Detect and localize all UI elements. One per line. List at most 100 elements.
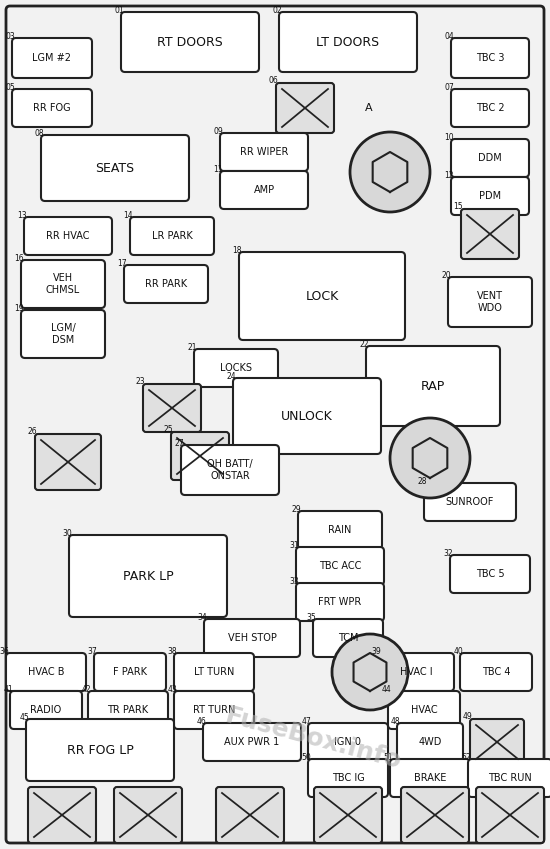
Text: RR FOG LP: RR FOG LP xyxy=(67,744,133,756)
FancyBboxPatch shape xyxy=(451,139,529,177)
FancyBboxPatch shape xyxy=(308,759,388,797)
FancyBboxPatch shape xyxy=(124,265,208,303)
Text: 31: 31 xyxy=(289,541,299,550)
FancyBboxPatch shape xyxy=(143,384,201,432)
Text: FuseBox.info: FuseBox.info xyxy=(223,704,404,773)
FancyBboxPatch shape xyxy=(298,511,382,549)
FancyBboxPatch shape xyxy=(314,787,382,843)
Text: 32: 32 xyxy=(443,549,453,558)
FancyBboxPatch shape xyxy=(204,619,300,657)
Text: 42: 42 xyxy=(81,685,91,694)
FancyBboxPatch shape xyxy=(171,432,229,480)
Text: 16: 16 xyxy=(14,254,24,263)
FancyBboxPatch shape xyxy=(470,719,524,765)
Text: 18: 18 xyxy=(233,246,242,255)
Text: TBC ACC: TBC ACC xyxy=(319,561,361,571)
FancyBboxPatch shape xyxy=(366,346,500,426)
FancyBboxPatch shape xyxy=(35,434,101,490)
Text: 38: 38 xyxy=(167,647,177,656)
Text: 26: 26 xyxy=(28,427,37,436)
Circle shape xyxy=(350,132,430,212)
Text: 05: 05 xyxy=(6,83,15,92)
Text: 45: 45 xyxy=(19,713,29,722)
FancyBboxPatch shape xyxy=(12,38,92,78)
Circle shape xyxy=(332,634,408,710)
Text: LT DOORS: LT DOORS xyxy=(316,36,380,48)
Text: 29: 29 xyxy=(292,505,301,514)
Text: AMP: AMP xyxy=(254,185,274,195)
FancyBboxPatch shape xyxy=(220,133,308,171)
FancyBboxPatch shape xyxy=(450,555,530,593)
FancyBboxPatch shape xyxy=(28,787,96,843)
Text: HVAC I: HVAC I xyxy=(400,667,432,677)
Text: 15: 15 xyxy=(453,202,463,211)
Text: AUX PWR 1: AUX PWR 1 xyxy=(224,737,279,747)
Text: HVAC B: HVAC B xyxy=(28,667,64,677)
FancyBboxPatch shape xyxy=(12,89,92,127)
FancyBboxPatch shape xyxy=(24,217,112,255)
FancyBboxPatch shape xyxy=(451,177,529,215)
Text: 20: 20 xyxy=(441,271,451,280)
FancyBboxPatch shape xyxy=(26,719,174,781)
Text: BRAKE: BRAKE xyxy=(414,773,446,783)
Text: TBC IG: TBC IG xyxy=(332,773,364,783)
FancyBboxPatch shape xyxy=(233,378,381,454)
FancyBboxPatch shape xyxy=(388,691,460,729)
Text: 11: 11 xyxy=(213,165,223,174)
FancyBboxPatch shape xyxy=(6,6,544,843)
Text: TBC 3: TBC 3 xyxy=(476,53,504,63)
FancyBboxPatch shape xyxy=(114,787,182,843)
Text: VEH STOP: VEH STOP xyxy=(228,633,277,643)
FancyBboxPatch shape xyxy=(451,89,529,127)
FancyBboxPatch shape xyxy=(10,691,82,729)
Text: 24: 24 xyxy=(227,372,236,381)
Text: 22: 22 xyxy=(360,340,369,349)
FancyBboxPatch shape xyxy=(6,653,86,691)
Text: 34: 34 xyxy=(197,613,207,622)
Text: FRT WPR: FRT WPR xyxy=(318,597,362,607)
Text: TBC 4: TBC 4 xyxy=(482,667,510,677)
Text: LT TURN: LT TURN xyxy=(194,667,234,677)
Text: 06: 06 xyxy=(268,76,278,85)
Text: LGM #2: LGM #2 xyxy=(32,53,72,63)
FancyBboxPatch shape xyxy=(41,135,189,201)
FancyBboxPatch shape xyxy=(378,653,454,691)
FancyBboxPatch shape xyxy=(194,349,278,387)
Text: 03: 03 xyxy=(6,32,15,41)
Text: 52: 52 xyxy=(461,753,471,762)
FancyBboxPatch shape xyxy=(476,787,544,843)
Text: A: A xyxy=(365,103,373,113)
FancyBboxPatch shape xyxy=(94,653,166,691)
Text: 33: 33 xyxy=(289,577,299,586)
Text: 08: 08 xyxy=(34,129,44,138)
Text: 48: 48 xyxy=(390,717,400,726)
Text: 25: 25 xyxy=(163,425,173,434)
Text: VENT
WDO: VENT WDO xyxy=(477,291,503,312)
Text: 10: 10 xyxy=(444,133,454,142)
FancyBboxPatch shape xyxy=(461,209,519,259)
FancyBboxPatch shape xyxy=(21,260,105,308)
Text: RT TURN: RT TURN xyxy=(193,705,235,715)
Text: 44: 44 xyxy=(381,685,391,694)
Text: RADIO: RADIO xyxy=(30,705,62,715)
FancyBboxPatch shape xyxy=(296,583,384,621)
Text: 21: 21 xyxy=(188,343,197,352)
Text: 27: 27 xyxy=(174,439,184,448)
Text: 43: 43 xyxy=(167,685,177,694)
Text: 28: 28 xyxy=(417,477,427,486)
Text: OH BATT/
ONSTAR: OH BATT/ ONSTAR xyxy=(207,459,253,481)
Text: RR FOG: RR FOG xyxy=(33,103,71,113)
Circle shape xyxy=(390,418,470,498)
FancyBboxPatch shape xyxy=(401,787,469,843)
FancyBboxPatch shape xyxy=(390,759,470,797)
Text: 01: 01 xyxy=(114,6,124,15)
Text: TBC RUN: TBC RUN xyxy=(488,773,532,783)
Text: DDM: DDM xyxy=(478,153,502,163)
Text: 17: 17 xyxy=(117,259,127,268)
Text: RAP: RAP xyxy=(421,380,445,392)
FancyBboxPatch shape xyxy=(174,691,254,729)
Text: TR PARK: TR PARK xyxy=(107,705,148,715)
Text: 39: 39 xyxy=(371,647,381,656)
Text: TBC 2: TBC 2 xyxy=(476,103,504,113)
Text: 49: 49 xyxy=(462,712,472,721)
